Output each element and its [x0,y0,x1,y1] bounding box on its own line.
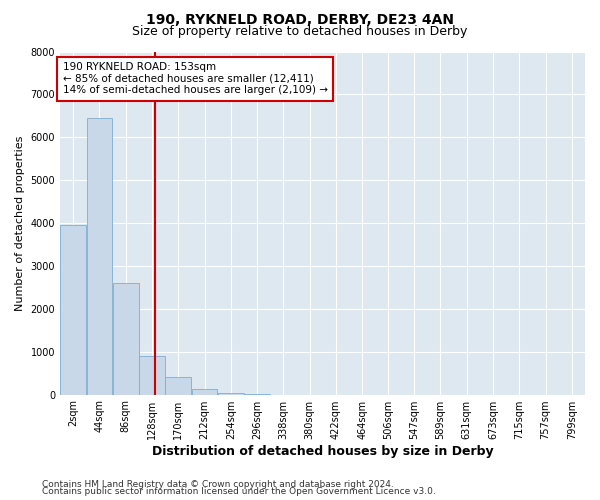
X-axis label: Distribution of detached houses by size in Derby: Distribution of detached houses by size … [152,444,493,458]
Bar [139,356,165,395]
Text: Contains HM Land Registry data © Crown copyright and database right 2024.: Contains HM Land Registry data © Crown c… [42,480,394,489]
Bar [61,225,86,394]
Bar [86,118,112,394]
Text: 190, RYKNELD ROAD, DERBY, DE23 4AN: 190, RYKNELD ROAD, DERBY, DE23 4AN [146,12,454,26]
Text: 190 RYKNELD ROAD: 153sqm
← 85% of detached houses are smaller (12,411)
14% of se: 190 RYKNELD ROAD: 153sqm ← 85% of detach… [62,62,328,96]
Text: Contains public sector information licensed under the Open Government Licence v3: Contains public sector information licen… [42,488,436,496]
Bar [218,393,244,394]
Bar [113,283,139,395]
Bar [166,376,191,394]
Y-axis label: Number of detached properties: Number of detached properties [15,136,25,310]
Text: Size of property relative to detached houses in Derby: Size of property relative to detached ho… [133,25,467,38]
Bar [192,389,217,394]
